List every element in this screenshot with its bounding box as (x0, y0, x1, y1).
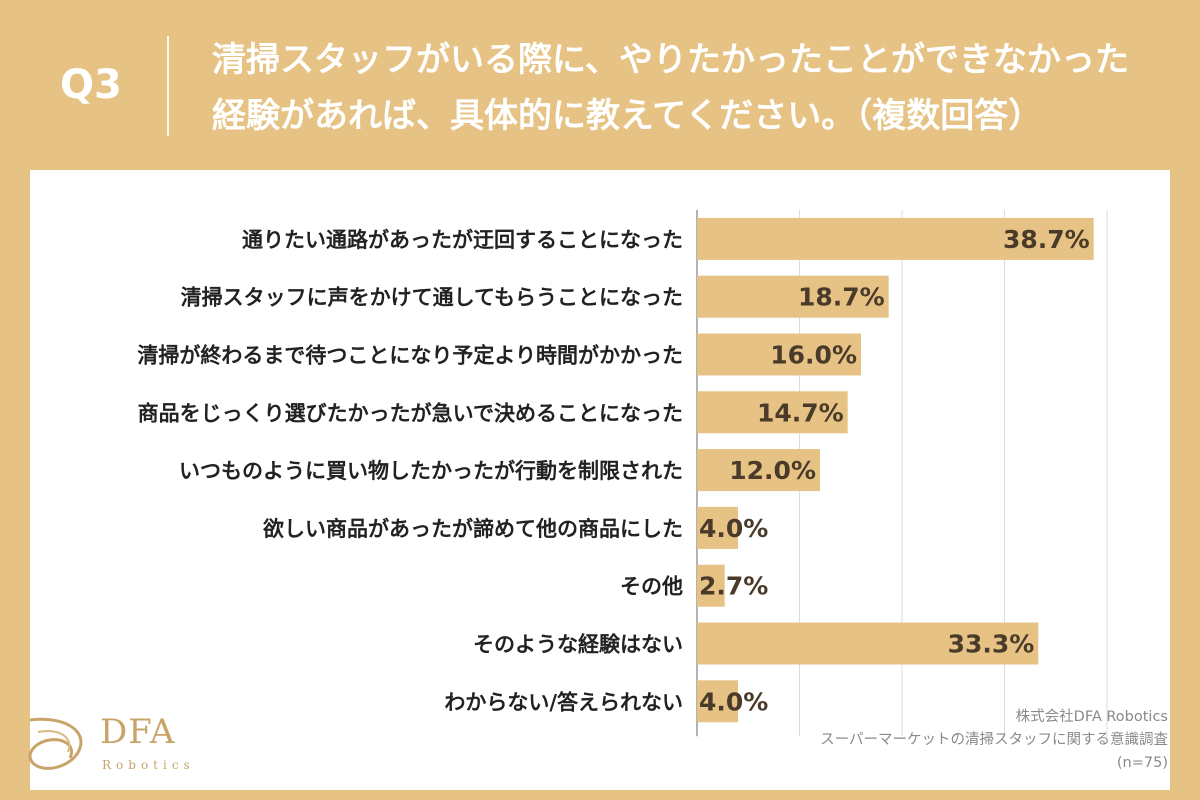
category-label: 商品をじっくり選びたかったが急いで決めることになった (138, 401, 683, 425)
category-label: 欲しい商品があったが諦めて他の商品にした (262, 517, 683, 541)
value-label: 4.0% (699, 687, 768, 716)
bar-chart: 通りたい通路があったが迂回することになった 38.7% 清掃スタッフに声をかけて通し… (137, 210, 1108, 737)
bar (697, 449, 820, 492)
source-sample-size: (n=75) (1116, 755, 1168, 771)
dfa-logo: DFA Robotics (24, 712, 194, 778)
bar (697, 564, 725, 607)
bar (697, 680, 738, 723)
bar (697, 506, 738, 549)
category-label: 清掃スタッフに声をかけて通してもらうことになった (181, 286, 683, 310)
question-number: Q3 (60, 62, 122, 108)
logo-swirl-icon (28, 717, 83, 770)
bar (697, 391, 848, 434)
value-label: 4.0% (699, 514, 768, 543)
category-label: 通りたい通路があったが迂回することになった (242, 228, 683, 252)
category-label: 清掃が終わるまで待つことになり予定より時間がかかった (137, 344, 683, 368)
value-label: 18.7% (798, 283, 885, 312)
category-label: わからない/答えられない (444, 690, 683, 714)
header-divider (167, 36, 169, 136)
chart-panel: 通りたい通路があったが迂回することになった 38.7% 清掃スタッフに声をかけて通し… (30, 170, 1170, 790)
value-label: 2.7% (699, 572, 768, 601)
bar (697, 622, 1039, 665)
bar (697, 333, 861, 376)
question-title: 清掃スタッフがいる際に、やりたかったことができなかった 経験があれば、具体的に教… (212, 40, 1129, 136)
category-label: その他 (620, 575, 683, 599)
bar (697, 275, 889, 318)
value-label: 38.7% (1003, 225, 1090, 254)
source-note: 株式会社DFA Robotics スーパーマーケットの清掃スタッフに関する意識調… (820, 706, 1168, 775)
source-company: 株式会社DFA Robotics (1015, 709, 1168, 725)
source-survey: スーパーマーケットの清掃スタッフに関する意識調査 (820, 732, 1168, 748)
logo-name: DFA (100, 712, 176, 752)
value-label: 14.7% (757, 398, 844, 427)
value-label: 12.0% (729, 456, 816, 485)
logo-subtitle: Robotics (102, 758, 195, 772)
value-label: 16.0% (770, 341, 857, 370)
bar (697, 217, 1094, 260)
category-label: そのような経験はない (473, 633, 683, 657)
category-label: いつものように買い物したかったが行動を制限された (179, 459, 683, 483)
value-label: 33.3% (948, 630, 1035, 659)
header: Q3 清掃スタッフがいる際に、やりたかったことができなかった 経験があれば、具体… (0, 0, 1200, 170)
